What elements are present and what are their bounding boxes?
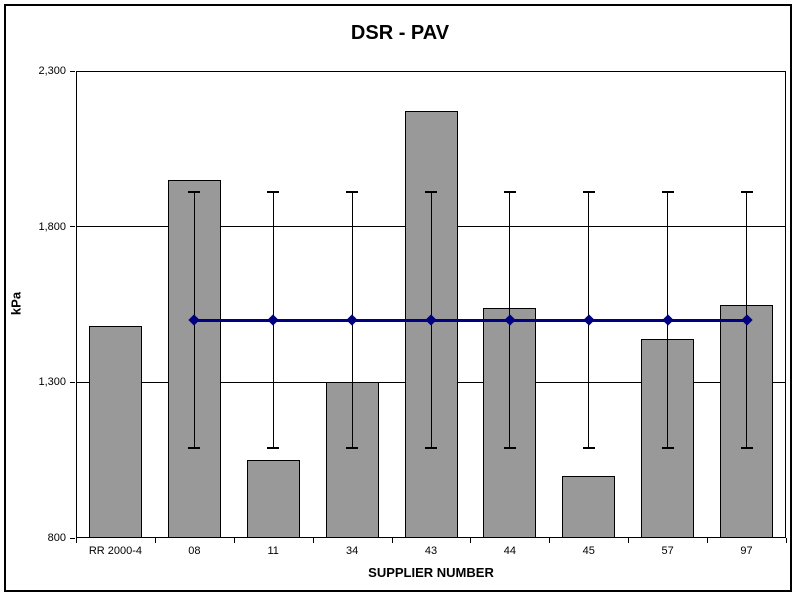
- line-marker-diamond: [346, 314, 358, 326]
- x-tick-label-45: 45: [582, 545, 595, 557]
- x-tick-label-43: 43: [424, 545, 438, 557]
- x-axis-tick: [786, 538, 787, 543]
- x-axis-tick: [233, 538, 235, 543]
- error-bar-cap-top: [661, 191, 674, 194]
- error-bar-cap-top: [346, 191, 359, 194]
- x-tick-label-34: 34: [345, 545, 359, 557]
- bar-RR 2000-4: [88, 326, 142, 538]
- line-marker-diamond: [267, 314, 279, 326]
- error-bar-cap-top: [188, 191, 201, 194]
- y-axis-tick: [70, 70, 75, 72]
- error-bar-cap-top: [503, 191, 516, 194]
- x-axis-tick: [470, 538, 472, 543]
- error-bar-cap-bottom: [425, 446, 437, 449]
- x-tick-label-44: 44: [503, 545, 516, 557]
- error-bar-cap-bottom: [582, 446, 595, 449]
- chart-border: [4, 4, 792, 592]
- x-tick-label-RR 2000-4: RR 2000-4: [88, 545, 143, 557]
- x-axis-title: SUPPLIER NUMBER: [368, 565, 494, 580]
- x-axis-tick: [76, 538, 77, 543]
- x-axis-tick: [154, 538, 156, 543]
- error-bar-cap-top: [582, 191, 595, 194]
- error-bar-cap-bottom: [267, 446, 280, 449]
- error-bar-cap-bottom: [661, 446, 674, 449]
- y-axis-tick: [70, 537, 75, 539]
- x-axis-tick: [391, 538, 393, 543]
- line-marker-diamond: [583, 314, 595, 326]
- bar-11: [246, 460, 300, 538]
- y-tick-label: 1,300: [38, 376, 66, 389]
- error-bar-cap-top: [425, 191, 437, 194]
- y-axis-tick: [70, 381, 75, 383]
- x-axis-tick: [549, 538, 551, 543]
- x-axis-tick: [628, 538, 630, 543]
- x-tick-label-08: 08: [188, 545, 201, 557]
- x-axis-tick: [312, 538, 314, 543]
- line-marker-diamond: [661, 314, 674, 326]
- x-tick-label-11: 11: [267, 545, 279, 557]
- error-bar-cap-top: [740, 191, 753, 194]
- mean-line: [194, 318, 747, 322]
- y-tick-label: 2,300: [38, 65, 66, 77]
- x-tick-label-97: 97: [740, 545, 753, 557]
- chart-title: DSR - PAV: [350, 22, 450, 44]
- y-tick-label: 800: [47, 532, 66, 544]
- bar-45: [562, 475, 616, 538]
- x-axis-tick: [707, 538, 709, 543]
- y-tick-label: 1,800: [38, 220, 66, 233]
- y-axis-tick: [70, 226, 75, 228]
- error-bar-cap-bottom: [740, 446, 753, 449]
- error-bar-cap-bottom: [188, 446, 201, 449]
- error-bar-cap-bottom: [346, 446, 359, 449]
- x-tick-label-57: 57: [661, 545, 674, 557]
- error-bar-cap-top: [267, 191, 280, 194]
- error-bar-cap-bottom: [503, 446, 516, 449]
